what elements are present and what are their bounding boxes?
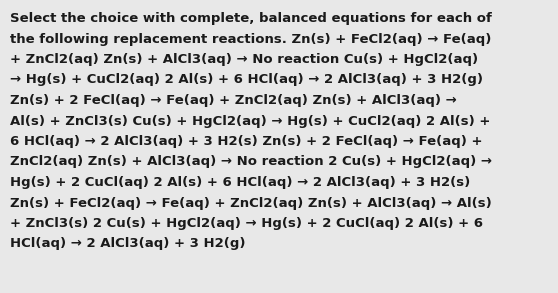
Text: Hg(s) + 2 CuCl(aq) 2 Al(s) + 6 HCl(aq) → 2 AlCl3(aq) + 3 H2(s): Hg(s) + 2 CuCl(aq) 2 Al(s) + 6 HCl(aq) →… [10, 176, 470, 189]
Text: Zn(s) + FeCl2(aq) → Fe(aq) + ZnCl2(aq) Zn(s) + AlCl3(aq) → Al(s): Zn(s) + FeCl2(aq) → Fe(aq) + ZnCl2(aq) Z… [10, 197, 492, 209]
Text: + ZnCl3(s) 2 Cu(s) + HgCl2(aq) → Hg(s) + 2 CuCl(aq) 2 Al(s) + 6: + ZnCl3(s) 2 Cu(s) + HgCl2(aq) → Hg(s) +… [10, 217, 483, 230]
Text: → Hg(s) + CuCl2(aq) 2 Al(s) + 6 HCl(aq) → 2 AlCl3(aq) + 3 H2(g): → Hg(s) + CuCl2(aq) 2 Al(s) + 6 HCl(aq) … [10, 74, 483, 86]
Text: ZnCl2(aq) Zn(s) + AlCl3(aq) → No reaction 2 Cu(s) + HgCl2(aq) →: ZnCl2(aq) Zn(s) + AlCl3(aq) → No reactio… [10, 156, 492, 168]
Text: Select the choice with complete, balanced equations for each of: Select the choice with complete, balance… [10, 12, 492, 25]
Text: Al(s) + ZnCl3(s) Cu(s) + HgCl2(aq) → Hg(s) + CuCl2(aq) 2 Al(s) +: Al(s) + ZnCl3(s) Cu(s) + HgCl2(aq) → Hg(… [10, 115, 490, 127]
Text: HCl(aq) → 2 AlCl3(aq) + 3 H2(g): HCl(aq) → 2 AlCl3(aq) + 3 H2(g) [10, 238, 246, 251]
Text: the following replacement reactions. Zn(s) + FeCl2(aq) → Fe(aq): the following replacement reactions. Zn(… [10, 33, 492, 45]
Text: + ZnCl2(aq) Zn(s) + AlCl3(aq) → No reaction Cu(s) + HgCl2(aq): + ZnCl2(aq) Zn(s) + AlCl3(aq) → No react… [10, 53, 478, 66]
Text: Zn(s) + 2 FeCl(aq) → Fe(aq) + ZnCl2(aq) Zn(s) + AlCl3(aq) →: Zn(s) + 2 FeCl(aq) → Fe(aq) + ZnCl2(aq) … [10, 94, 457, 107]
Text: 6 HCl(aq) → 2 AlCl3(aq) + 3 H2(s) Zn(s) + 2 FeCl(aq) → Fe(aq) +: 6 HCl(aq) → 2 AlCl3(aq) + 3 H2(s) Zn(s) … [10, 135, 483, 148]
